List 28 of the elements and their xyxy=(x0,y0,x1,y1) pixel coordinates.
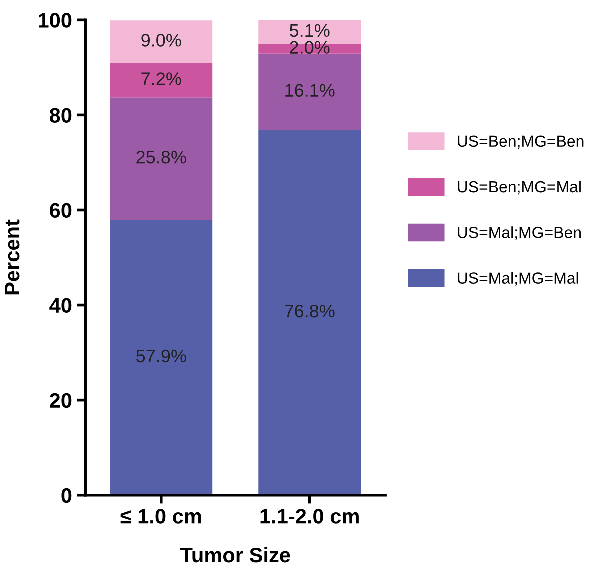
x-tick-label: 1.1-2.0 cm xyxy=(260,509,359,524)
data-label: 76.8% xyxy=(285,304,335,318)
data-label: 2.0% xyxy=(290,41,330,54)
bar xyxy=(258,130,362,496)
y-axis-title: Percent xyxy=(5,220,20,295)
bar xyxy=(258,54,362,130)
bar xyxy=(110,98,213,220)
legend-label: US=Ben;MG=Ben xyxy=(458,136,584,149)
data-label: 9.0% xyxy=(142,34,182,47)
y-tick-label: 60 xyxy=(50,203,72,218)
y-tick-label: 100 xyxy=(39,13,72,28)
bar xyxy=(110,20,213,64)
data-label: 25.8% xyxy=(136,150,186,164)
data-label: 57.9% xyxy=(136,350,186,363)
y-tick-label: 80 xyxy=(50,108,72,123)
legend-label: US=Ben;MG=Mal xyxy=(458,180,581,195)
x-axis-title: Tumor Size xyxy=(180,547,290,563)
y-tick-label: 40 xyxy=(50,298,72,314)
y-tick-label: 20 xyxy=(50,393,72,408)
data-label: 5.1% xyxy=(290,24,330,38)
data-label: 7.2% xyxy=(142,72,182,86)
legend-label: US=Mal;MG=Ben xyxy=(458,226,581,240)
x-tick-label: ≤ 1.0 cm xyxy=(120,509,202,524)
bar xyxy=(110,63,213,98)
legend-label: US=Mal;MG=Mal xyxy=(458,272,578,286)
data-label: 16.1% xyxy=(286,84,335,97)
y-tick-label: 0 xyxy=(62,488,72,504)
bar xyxy=(110,220,213,496)
